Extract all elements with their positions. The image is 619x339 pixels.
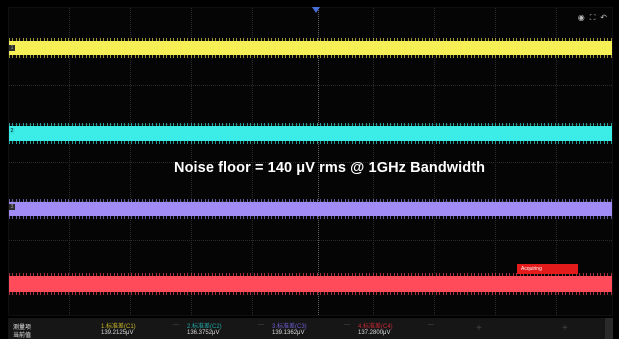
grid-line <box>252 8 253 315</box>
grid-line <box>495 8 496 315</box>
trace-c4 <box>9 273 612 295</box>
grid-line <box>130 8 131 315</box>
current-value-label: 当前值 <box>13 333 32 339</box>
grid-line <box>373 8 374 315</box>
fullscreen-icon[interactable]: ⛶ <box>589 13 596 22</box>
channel-2-marker[interactable]: 2 <box>9 128 15 134</box>
grid-line <box>191 8 192 315</box>
measurement-label: 1.标准差(C1) <box>101 324 136 330</box>
measurement-value: 137.2800μV <box>358 330 391 336</box>
acquiring-status: Acquiring <box>517 264 578 274</box>
trace-c1 <box>9 38 612 58</box>
grid-line <box>556 8 557 315</box>
separator-icon: — <box>428 322 434 328</box>
grid-line <box>9 85 612 86</box>
scroll-right-button[interactable] <box>605 318 613 339</box>
channel-1-marker[interactable]: 1 <box>9 45 15 51</box>
center-line <box>318 8 319 315</box>
top-toolbar: ◉ ⛶ ↶ <box>578 13 607 22</box>
trace-c2 <box>9 123 612 144</box>
channel-3-marker[interactable]: 3 <box>9 204 15 210</box>
grid-line <box>9 240 612 241</box>
add-measurement-icon[interactable]: + <box>476 323 482 334</box>
noise-annotation: Noise floor = 140 μV rms @ 1GHz Bandwidt… <box>174 160 486 176</box>
measurement-label: 4.标准差(C4) <box>358 324 393 330</box>
waveform-grid: 1 2 3 Noise floor = 140 μV rms @ 1GHz Ba… <box>8 7 613 316</box>
separator-icon: — <box>173 322 179 328</box>
grid-line <box>434 8 435 315</box>
add-measurement-icon[interactable]: + <box>562 323 568 334</box>
grid-line <box>69 8 70 315</box>
undo-icon[interactable]: ↶ <box>600 13 607 22</box>
trigger-position-marker[interactable] <box>312 7 320 13</box>
camera-icon[interactable]: ◉ <box>577 13 585 22</box>
separator-icon: — <box>344 322 350 328</box>
measurement-value: 139.1362μV <box>272 330 305 336</box>
grid-line <box>9 162 612 163</box>
measurement-value: 139.2125μV <box>101 330 134 336</box>
measure-item-label: 测量项 <box>13 325 32 331</box>
measurement-label: 2.标准差(C2) <box>187 324 222 330</box>
measurement-label: 3.标准差(C3) <box>272 324 307 330</box>
separator-icon: — <box>258 322 264 328</box>
trace-c3 <box>9 199 612 219</box>
measurement-bar: 测量项 当前值 1.标准差(C1) 139.2125μV 2.标准差(C2) 1… <box>8 318 613 339</box>
measurement-value: 136.3752μV <box>187 330 220 336</box>
